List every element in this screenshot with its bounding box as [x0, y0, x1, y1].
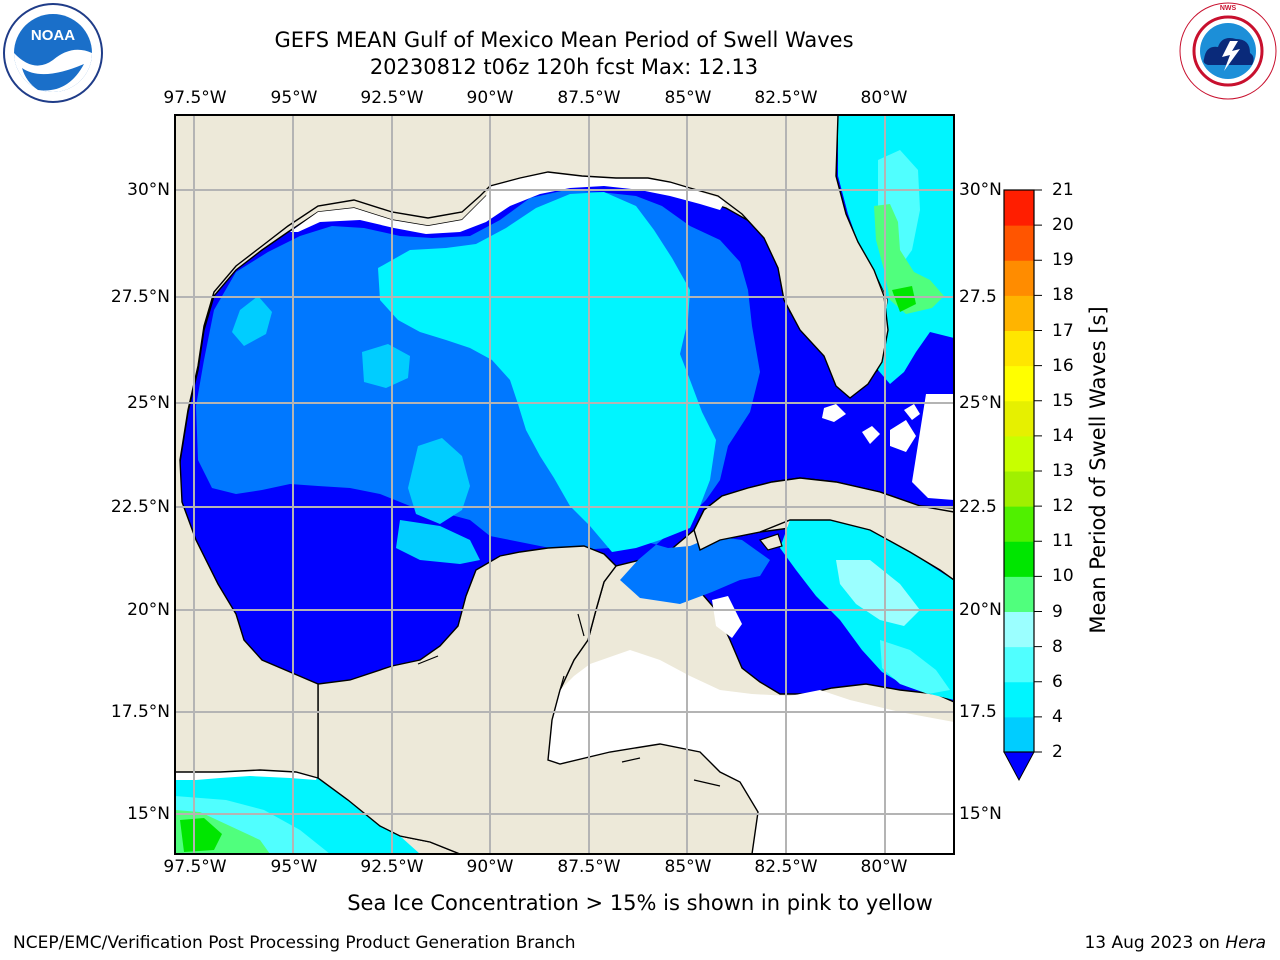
- gulf-field-4-6: [378, 192, 716, 552]
- lat-tick-left: 30°N: [127, 180, 170, 200]
- colorbar-bin: [1004, 541, 1034, 577]
- colorbar-bin: [1004, 225, 1034, 261]
- colorbar-tick-label: 18: [1052, 285, 1074, 306]
- run-host: Hera: [1225, 933, 1266, 953]
- lat-tick-right: 20°N: [959, 600, 1002, 620]
- map-title: GEFS MEAN Gulf of Mexico Mean Period of …: [274, 28, 854, 52]
- lon-tick-bottom: 87.5°W: [557, 857, 621, 877]
- credit-line: NCEP/EMC/Verification Post Processing Pr…: [13, 933, 576, 953]
- map-frame: [174, 114, 955, 855]
- lat-tick-right: 27.5: [959, 287, 997, 307]
- nws-logo: NWS: [1179, 2, 1277, 100]
- lat-tick-left: 15°N: [127, 804, 170, 824]
- colorbar-bin: [1004, 365, 1034, 402]
- lat-tick-right: 15°N: [959, 804, 1002, 824]
- colorbar-tick-label: 12: [1052, 496, 1074, 517]
- colorbar-bin: [1004, 400, 1034, 437]
- colorbar-tick-label: 8: [1052, 636, 1063, 657]
- colorbar-tick-label: 20: [1052, 215, 1074, 236]
- colorbar-bin: [1004, 576, 1034, 612]
- colorbar-label: Mean Period of Swell Waves [s]: [1086, 306, 1110, 634]
- colorbar-bin: [1004, 681, 1034, 718]
- lon-tick-bottom: 85°W: [664, 857, 712, 877]
- colorbar-tick-label: 11: [1052, 531, 1074, 552]
- colorbar-bin: [1004, 611, 1034, 648]
- colorbar-tick-label: 2: [1052, 742, 1063, 762]
- colorbar-tick-label: 15: [1052, 390, 1074, 411]
- lon-tick-top: 87.5°W: [557, 88, 621, 108]
- colorbar-tick-label: 9: [1052, 601, 1063, 622]
- lat-tick-left: 22.5°N: [110, 497, 170, 517]
- lat-tick-left: 27.5°N: [110, 287, 170, 307]
- colorbar-tick-label: 17: [1052, 320, 1074, 341]
- colorbar: [1003, 189, 1042, 782]
- lon-tick-top: 85°W: [664, 88, 712, 108]
- lon-tick-top: 92.5°W: [360, 88, 424, 108]
- lat-tick-right: 17.5: [959, 702, 997, 722]
- run-date: 13 Aug 2023 on Hera: [1084, 933, 1266, 953]
- lon-tick-top: 97.5°W: [163, 88, 227, 108]
- colorbar-tick-label: 21: [1052, 180, 1074, 200]
- map-subtitle: 20230812 t06z 120h fcst Max: 12.13: [369, 55, 759, 79]
- graticule: [175, 115, 954, 854]
- colorbar-tick-label: 16: [1052, 355, 1074, 376]
- sea-ice-note: Sea Ice Concentration > 15% is shown in …: [347, 891, 933, 915]
- lon-tick-bottom: 92.5°W: [360, 857, 424, 877]
- noaa-logo: NOAA: [3, 3, 103, 103]
- colorbar-tick-label: 13: [1052, 461, 1074, 481]
- colorbar-bin: [1004, 435, 1034, 472]
- lat-tick-right: 25°N: [959, 393, 1002, 413]
- lon-tick-top: 82.5°W: [754, 88, 818, 108]
- map-field: [175, 115, 954, 854]
- colorbar-bin: [1004, 330, 1034, 367]
- colorbar-bin: [1004, 295, 1034, 331]
- lat-tick-right: 30°N: [959, 180, 1002, 200]
- colorbar-tick-label: 6: [1052, 671, 1063, 692]
- colorbar-extend-arrow: [1003, 751, 1035, 782]
- lat-tick-left: 20°N: [127, 600, 170, 620]
- lat-tick-left: 25°N: [127, 393, 170, 413]
- colorbar-bin: [1004, 260, 1034, 296]
- lon-tick-bottom: 97.5°W: [163, 857, 227, 877]
- svg-text:NWS: NWS: [1220, 5, 1237, 12]
- land-cuba: [693, 477, 954, 581]
- colorbar-tick-label: 14: [1052, 425, 1074, 446]
- run-date-text: 13 Aug 2023 on: [1084, 933, 1226, 953]
- lon-tick-bottom: 90°W: [466, 857, 514, 877]
- lat-tick-right: 22.5: [959, 497, 997, 517]
- lon-tick-bottom: 95°W: [270, 857, 318, 877]
- lat-tick-left: 17.5°N: [110, 702, 170, 722]
- lon-tick-top: 80°W: [860, 88, 908, 108]
- lon-tick-top: 90°W: [466, 88, 514, 108]
- colorbar-tick-label: 19: [1052, 250, 1074, 271]
- colorbar-tick-label: 10: [1052, 566, 1074, 587]
- lon-tick-bottom: 80°W: [860, 857, 908, 877]
- noaa-logo-text: NOAA: [31, 27, 75, 44]
- colorbar-bin: [1004, 471, 1034, 507]
- colorbar-bin: [1004, 190, 1034, 226]
- lon-tick-top: 95°W: [270, 88, 318, 108]
- colorbar-bin: [1004, 646, 1034, 683]
- colorbar-tick-label: 4: [1052, 706, 1063, 727]
- colorbar-bin: [1004, 716, 1034, 753]
- lon-tick-bottom: 82.5°W: [754, 857, 818, 877]
- colorbar-bin: [1004, 506, 1034, 542]
